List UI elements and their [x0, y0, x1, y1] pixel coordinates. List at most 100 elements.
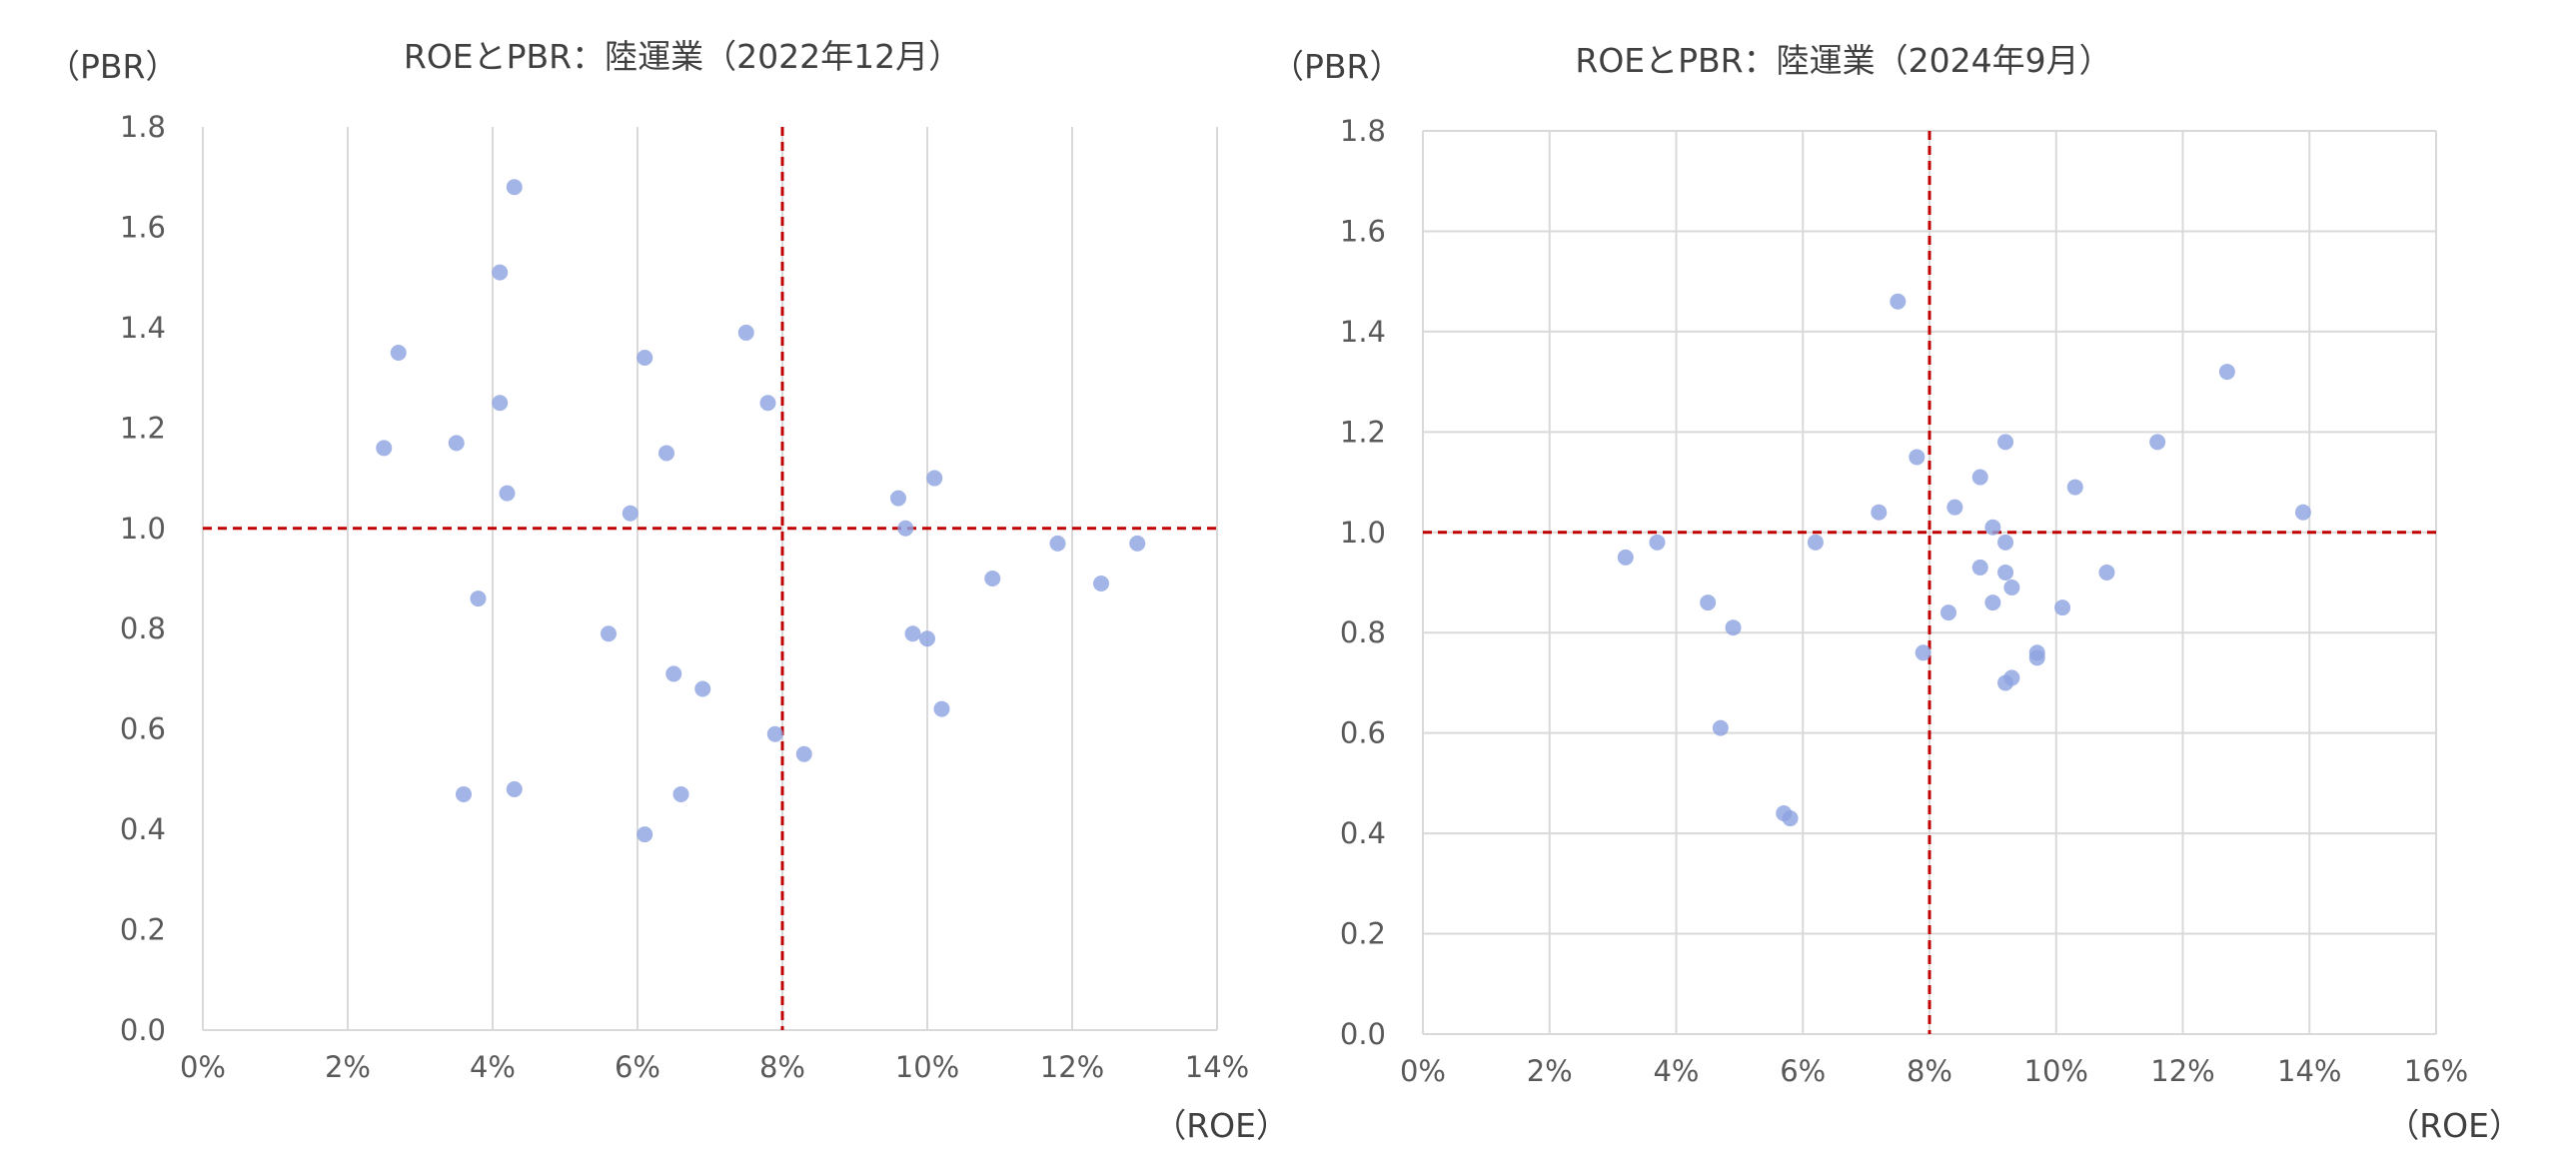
chart2-x-tick-label-8: 16%: [2404, 1054, 2468, 1088]
chart2-data-point-4: [1725, 619, 1742, 636]
chart2-y-tick-label-6: 1.2: [1340, 415, 1386, 449]
chart1-x-tick-label-3: 6%: [615, 1050, 660, 1084]
chart2-y-tick-label-9: 1.8: [1340, 114, 1386, 148]
chart1-data-point-15: [665, 665, 682, 682]
chart2-data-point-10: [1909, 449, 1926, 466]
chart1-x-tick-label-6: 12%: [1040, 1050, 1104, 1084]
chart2-data-point-6: [1782, 810, 1799, 827]
chart1-data-point-21: [795, 745, 812, 762]
chart2-data-point-19: [1997, 564, 2014, 581]
chart2-data-point-11: [1915, 644, 1932, 661]
chart2-data-point-15: [1971, 559, 1988, 576]
chart1-y-tick-label-3: 0.6: [120, 712, 166, 746]
chart2-data-point-7: [1807, 534, 1824, 551]
chart2-data-point-23: [2003, 669, 2020, 686]
chart1-data-point-20: [766, 725, 783, 742]
chart2-y-tick-label-3: 0.6: [1340, 716, 1386, 750]
chart2-x-tick-label-7: 14%: [2277, 1054, 2341, 1088]
chart1-data-point-22: [890, 490, 906, 507]
chart2-data-point-28: [2098, 564, 2115, 581]
chart1-data-point-14: [658, 445, 674, 462]
chart1-y-axis-label: （PBR）: [47, 47, 178, 86]
chart2-data-point-12: [1940, 604, 1957, 621]
chart2-y-tick-label-7: 1.4: [1340, 315, 1386, 349]
chart2-data-point-14: [1971, 469, 1988, 486]
chart1-data-point-13: [637, 826, 653, 843]
chart1-data-point-28: [984, 571, 1001, 586]
chart1-data-point-17: [694, 680, 711, 697]
chart1-data-point-1: [390, 345, 407, 361]
chart1-x-tick-label-5: 10%: [895, 1050, 959, 1084]
chart2-data-point-16: [1984, 594, 2001, 611]
chart2-data-point-30: [2218, 364, 2235, 381]
chart2-data-point-13: [1946, 499, 1963, 516]
chart1-y-tick-label-8: 1.6: [120, 210, 166, 244]
chart1-data-point-5: [492, 395, 509, 412]
chart1-data-point-2: [448, 435, 465, 452]
chart2-y-tick-label-5: 1.0: [1340, 516, 1386, 550]
chart1-data-point-7: [499, 485, 516, 502]
chart2-x-tick-label-6: 12%: [2150, 1054, 2214, 1088]
chart2-data-point-8: [1871, 504, 1888, 521]
chart2-data-point-25: [2028, 644, 2045, 661]
chart1-data-point-23: [897, 520, 914, 537]
chart2-data-point-2: [1700, 594, 1717, 611]
chart1-y-tick-label-4: 0.8: [120, 611, 166, 645]
chart2-y-tick-label-1: 0.2: [1340, 917, 1386, 951]
chart1-x-tick-label-7: 14%: [1185, 1050, 1249, 1084]
chart1-y-tick-label-1: 0.2: [120, 913, 166, 947]
chart2-data-point-9: [1890, 293, 1907, 310]
chart2-y-tick-label-2: 0.4: [1340, 816, 1386, 850]
chart1-data-point-18: [737, 324, 754, 341]
chart2-data-point-31: [2294, 504, 2311, 521]
chart2-x-tick-label-4: 8%: [1907, 1054, 1952, 1088]
chart2-y-tick-label-4: 0.8: [1340, 615, 1386, 649]
chart1-x-tick-label-1: 2%: [325, 1050, 371, 1084]
chart1-x-tick-label-4: 8%: [759, 1050, 805, 1084]
chart2-data-point-26: [2054, 599, 2071, 616]
chart2-title: ROEとPBR：陸運業（2024年9月）: [1575, 41, 2111, 80]
chart1-data-point-10: [601, 625, 617, 642]
chart1-data-point-26: [926, 470, 943, 487]
chart1-y-tick-label-7: 1.4: [120, 311, 166, 345]
chart2-data-point-0: [1617, 549, 1634, 566]
chart1-y-tick-label-2: 0.4: [120, 812, 166, 846]
chart1-data-point-25: [919, 630, 935, 647]
chart2-x-tick-label-3: 6%: [1780, 1054, 1826, 1088]
chart1-x-tick-label-2: 4%: [470, 1050, 516, 1084]
chart1-data-point-4: [470, 590, 487, 607]
chart2-data-point-18: [1997, 434, 2014, 451]
chart1-data-point-27: [933, 700, 950, 717]
chart2-data-point-3: [1712, 719, 1729, 736]
chart1-title: ROEとPBR：陸運業（2022年12月）: [404, 37, 961, 76]
chart2-y-axis-label: （PBR）: [1271, 47, 1402, 86]
chart1-data-point-31: [1129, 535, 1146, 552]
chart1-x-tick-label-0: 0%: [180, 1050, 226, 1084]
chart1-data-point-0: [376, 440, 393, 457]
chart2-y-tick-label-0: 0.0: [1340, 1017, 1386, 1051]
chart1-y-tick-label-5: 1.0: [120, 512, 166, 546]
chart1-data-point-12: [637, 350, 653, 367]
chart1-data-point-6: [492, 264, 509, 281]
chart2-data-point-21: [2003, 580, 2020, 596]
chart2-y-tick-label-8: 1.6: [1340, 214, 1386, 248]
chart2-x-tick-label-1: 2%: [1527, 1054, 1573, 1088]
chart1-data-point-16: [672, 785, 689, 802]
chart1-data-point-19: [759, 395, 776, 412]
chart2-data-point-29: [2149, 434, 2166, 451]
chart1-data-point-29: [1049, 535, 1066, 552]
chart2-x-tick-label-2: 4%: [1653, 1054, 1699, 1088]
chart1-data-point-11: [622, 505, 639, 522]
chart2-data-point-1: [1649, 534, 1666, 551]
chart1-data-point-24: [904, 625, 921, 642]
chart1-data-point-8: [506, 179, 523, 196]
chart1-x-axis-label: （ROE）: [1153, 1106, 1289, 1145]
chart1-data-point-30: [1093, 576, 1109, 592]
chart2-data-point-17: [1984, 519, 2001, 536]
chart2-data-point-20: [1997, 534, 2014, 551]
chart2-x-axis-label: （ROE）: [2386, 1106, 2522, 1145]
chart1-data-point-9: [506, 780, 523, 797]
chart2-x-tick-label-5: 10%: [2024, 1054, 2088, 1088]
